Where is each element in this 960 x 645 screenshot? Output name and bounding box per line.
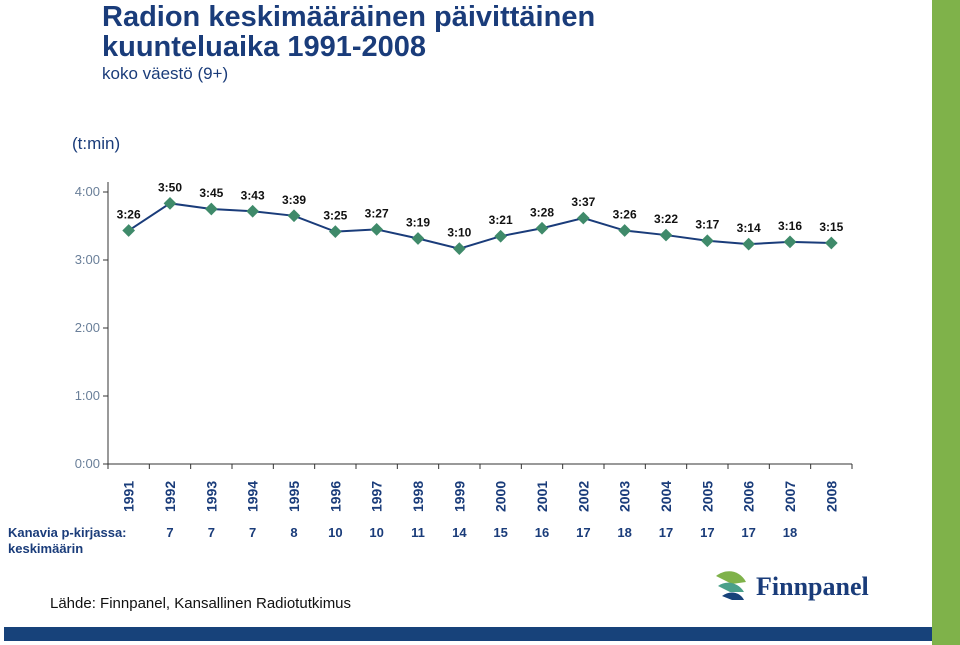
channel-count: 18 (617, 525, 631, 540)
chart-title-line1: Radion keskimääräinen päivittäinen (102, 1, 596, 33)
data-point-marker (494, 229, 508, 243)
data-point-marker (618, 224, 632, 237)
series-line (128, 202, 832, 250)
x-tick-label: 2002 (575, 481, 591, 512)
channel-count: 17 (700, 525, 714, 540)
x-tick-label: 1991 (121, 481, 137, 512)
channel-count: 10 (328, 525, 342, 540)
finnpanel-logo-text: Finnpanel (756, 572, 869, 601)
y-tick-label: 0:00 (75, 456, 100, 471)
channel-count: 17 (659, 525, 673, 540)
data-label: 3:16 (778, 219, 802, 233)
channel-count: 18 (783, 525, 797, 540)
chart-title: Radion keskimääräinen päivittäinen kuunt… (102, 2, 595, 62)
data-point-marker (370, 223, 384, 236)
data-label: 3:26 (613, 208, 637, 222)
x-tick-label: 1998 (410, 481, 426, 512)
channel-count: 7 (166, 525, 173, 540)
data-label: 3:43 (241, 188, 265, 202)
data-point-marker (246, 204, 260, 218)
data-label: 3:26 (117, 208, 141, 222)
y-axis-unit: (t:min) (72, 134, 121, 153)
x-tick-label: 2005 (699, 481, 715, 512)
channel-count: 8 (290, 525, 297, 540)
x-tick-label: 2000 (493, 481, 509, 512)
x-tick-label: 1993 (203, 481, 219, 512)
data-point-marker (287, 209, 301, 223)
x-tick-label: 2001 (534, 481, 550, 512)
data-point-marker (204, 202, 218, 216)
source-note: Lähde: Finnpanel, Kansallinen Radiotutki… (50, 595, 352, 612)
data-label: 3:45 (199, 186, 223, 200)
x-tick-label: 1995 (286, 481, 302, 512)
channel-count: 11 (411, 525, 425, 540)
data-point-marker (328, 225, 342, 239)
finnpanel-logo (716, 571, 746, 600)
x-tick-label: 2008 (823, 481, 839, 512)
data-label: 3:15 (819, 220, 843, 234)
data-label: 3:21 (489, 213, 513, 227)
channels-row-title: Kanavia p-kirjassa: keskimäärin (8, 525, 127, 557)
data-point-marker (783, 235, 797, 249)
channel-count: 7 (249, 525, 256, 540)
y-tick-label: 3:00 (75, 252, 100, 267)
data-label: 3:39 (282, 193, 306, 207)
data-label: 3:19 (406, 215, 430, 229)
x-tick-label: 1997 (369, 481, 385, 512)
channel-count: 16 (535, 525, 549, 540)
data-point-marker (122, 224, 136, 237)
data-label: 3:25 (323, 209, 347, 223)
x-tick-label: 1992 (162, 481, 178, 512)
data-label: 3:50 (158, 180, 182, 194)
data-point-marker (452, 242, 466, 256)
channel-count: 10 (369, 525, 383, 540)
side-accent-bar (932, 0, 960, 645)
data-point-marker (659, 228, 673, 242)
data-point-marker (411, 232, 425, 245)
channel-count: 17 (741, 525, 755, 540)
data-point-marker (824, 236, 838, 250)
data-point-marker (742, 237, 756, 251)
data-point-marker (535, 221, 549, 235)
data-label: 3:37 (571, 195, 595, 209)
data-point-marker (576, 211, 590, 225)
x-tick-label: 1999 (451, 481, 467, 512)
channel-count: 17 (576, 525, 590, 540)
chart-title-line2: kuunteluaika 1991-2008 (102, 31, 427, 63)
data-label: 3:27 (365, 206, 389, 220)
line-chart: 0:00 1:00 2:00 3:00 4:00 3:26 3:50 3:45 3:43 3:39… (75, 180, 853, 540)
bottom-bar-right (556, 627, 932, 641)
data-label: 3:22 (654, 212, 678, 226)
x-tick-label: 2006 (741, 481, 757, 512)
x-tick-label: 1994 (245, 481, 261, 512)
data-label: 3:17 (695, 218, 719, 232)
bottom-bar-left (4, 627, 556, 641)
y-tick-label: 2:00 (75, 320, 100, 335)
channel-count: 15 (493, 525, 507, 540)
y-tick-label: 4:00 (75, 184, 100, 199)
x-tick-label: 2004 (658, 481, 674, 512)
channel-count: 14 (452, 525, 467, 540)
chart-subtitle: koko väestö (9+) (102, 64, 229, 83)
channels-title-line2: keskimäärin (8, 541, 84, 556)
x-tick-label: 2007 (782, 481, 798, 512)
data-point-marker (163, 196, 177, 210)
data-point-marker (700, 234, 714, 248)
channels-title-line1: Kanavia p-kirjassa: (8, 525, 127, 540)
finnpanel-logo-mark-icon (716, 571, 746, 600)
y-tick-label: 1:00 (75, 388, 100, 403)
data-label: 3:28 (530, 205, 554, 219)
data-label: 3:10 (447, 226, 471, 240)
data-label: 3:14 (737, 221, 761, 235)
x-tick-label: 2003 (617, 481, 633, 512)
x-tick-label: 1996 (327, 481, 343, 512)
channel-count: 7 (208, 525, 215, 540)
